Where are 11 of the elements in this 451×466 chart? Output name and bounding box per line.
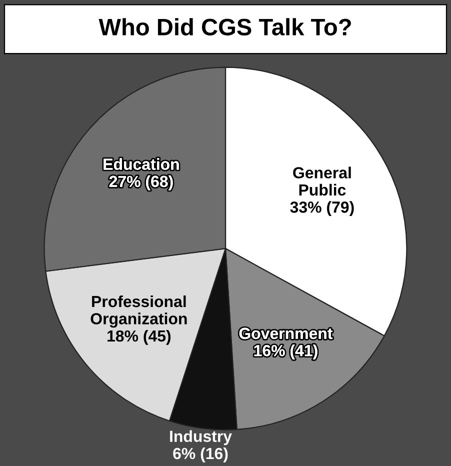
slice-label: Government (239, 328, 333, 340)
data-label: 6% (16) (173, 447, 228, 462)
data-label: 27% (68) (109, 175, 173, 190)
data-label: 18% (45) (108, 330, 171, 345)
data-label: 16% (41) (254, 344, 318, 360)
slice-label: Education (104, 158, 179, 170)
data-label: 33% (79) (290, 201, 354, 216)
chart-title: Who Did CGS Talk To? (98, 18, 351, 36)
slice-label: Industry (170, 430, 232, 446)
slice-label: General Public (293, 166, 351, 196)
slice-label: Professional Organization (90, 295, 187, 328)
